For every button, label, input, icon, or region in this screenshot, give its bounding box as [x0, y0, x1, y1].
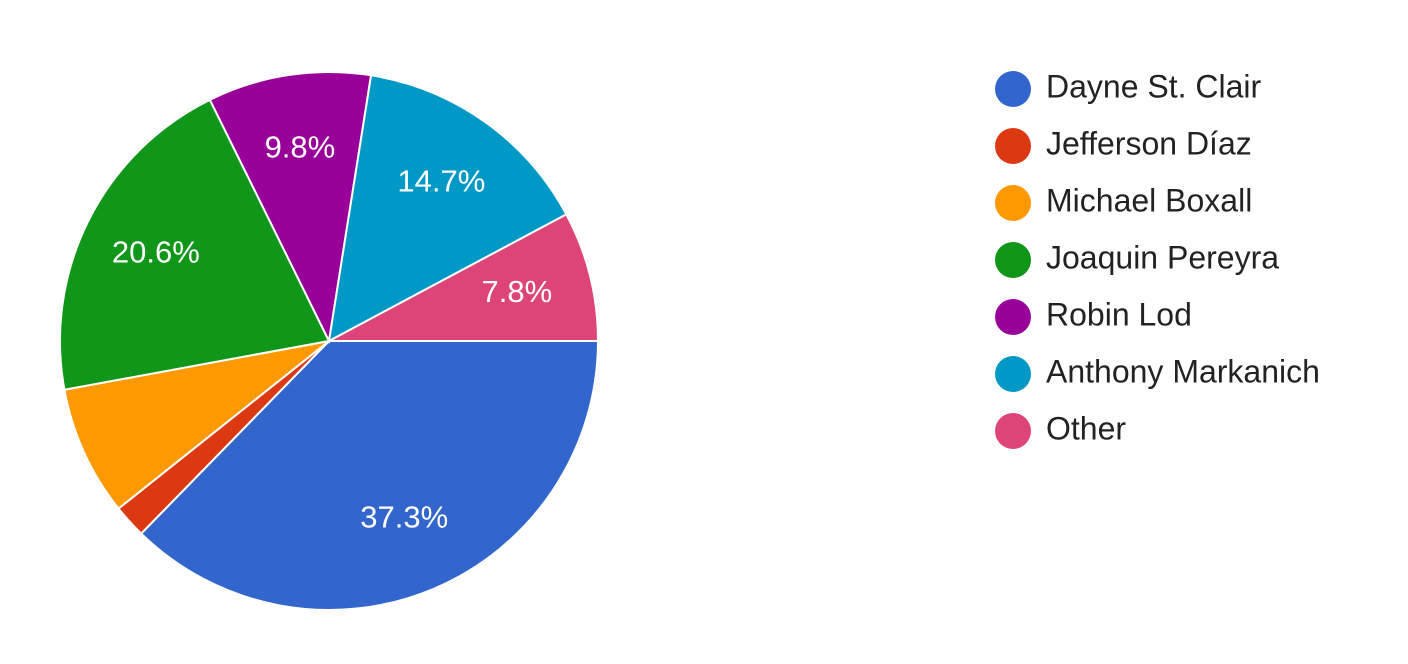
legend-marker [995, 185, 1031, 221]
pie-slice [328, 213, 600, 342]
slice-label: 9.8% [265, 130, 336, 165]
legend-marker [995, 356, 1031, 392]
slice-label: 14.7% [397, 163, 485, 198]
legend-marker [995, 299, 1031, 335]
slice-label: 37.3% [360, 500, 448, 535]
pie-slice [63, 340, 330, 510]
legend-marker [995, 413, 1031, 449]
legend-label: Robin Lod [1046, 296, 1192, 332]
pie-slice [208, 71, 373, 345]
pie-slice [327, 74, 568, 343]
pie-slice [139, 340, 600, 611]
legend-label: Dayne St. Clair [1046, 68, 1262, 104]
pie-slice [59, 98, 331, 391]
legend-label: Jefferson Díaz [1046, 125, 1252, 161]
legend-marker [995, 242, 1031, 278]
slice-label: 7.8% [482, 274, 553, 309]
legend-label: Anthony Markanich [1046, 353, 1320, 389]
legend-marker [995, 71, 1031, 107]
legend-label: Michael Boxall [1046, 182, 1252, 218]
legend-marker [995, 128, 1031, 164]
slice-label: 20.6% [112, 234, 200, 269]
legend-label: Other [1046, 410, 1126, 446]
legend-label: Joaquin Pereyra [1046, 239, 1279, 275]
